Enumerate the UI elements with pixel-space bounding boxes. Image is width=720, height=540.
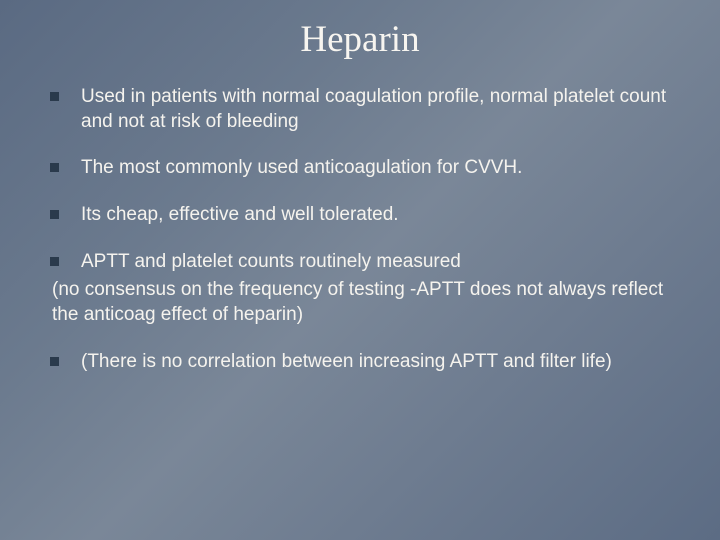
- bullet-text: The most commonly used anticoagulation f…: [81, 156, 680, 181]
- bullet-text: Used in patients with normal coagulation…: [81, 85, 680, 134]
- list-item: Its cheap, effective and well tolerated.: [40, 203, 680, 228]
- square-bullet-icon: [50, 163, 59, 172]
- list-item: Used in patients with normal coagulation…: [40, 85, 680, 134]
- bullet-text: APTT and platelet counts routinely measu…: [81, 250, 680, 275]
- list-item: (There is no correlation between increas…: [40, 350, 680, 375]
- bullet-subtext: (no consensus on the frequency of testin…: [52, 278, 680, 327]
- slide-container: Heparin Used in patients with normal coa…: [0, 0, 720, 540]
- bullet-text: Its cheap, effective and well tolerated.: [81, 203, 680, 228]
- square-bullet-icon: [50, 210, 59, 219]
- square-bullet-icon: [50, 357, 59, 366]
- bullet-list: Used in patients with normal coagulation…: [40, 85, 680, 375]
- slide-title: Heparin: [40, 18, 680, 61]
- bullet-text: (There is no correlation between increas…: [81, 350, 680, 375]
- list-item: APTT and platelet counts routinely measu…: [40, 250, 680, 275]
- square-bullet-icon: [50, 257, 59, 266]
- list-item: The most commonly used anticoagulation f…: [40, 156, 680, 181]
- square-bullet-icon: [50, 92, 59, 101]
